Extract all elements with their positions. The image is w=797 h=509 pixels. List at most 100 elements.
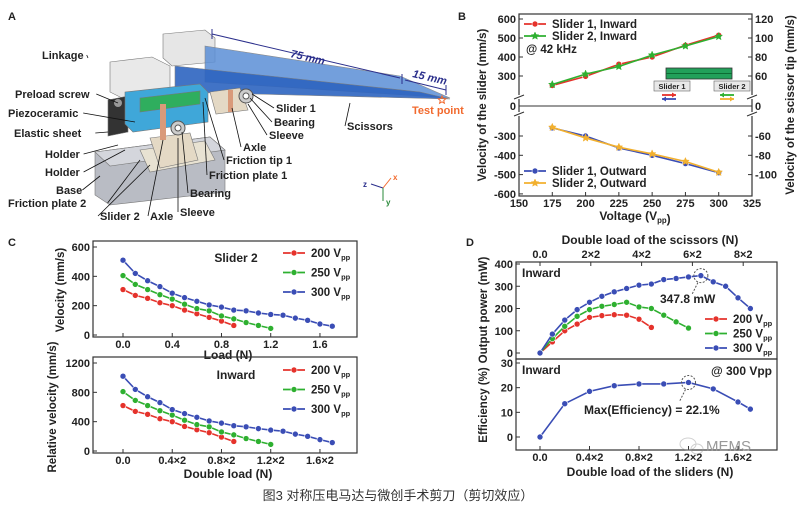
arrow-right-head [730, 96, 734, 102]
y2-tick-label: 0 [755, 101, 761, 113]
data-point [218, 303, 225, 311]
data-point [267, 441, 275, 448]
data-point [734, 294, 742, 302]
slider-2-box [713, 80, 751, 92]
data-point [144, 277, 151, 285]
data-point [181, 416, 188, 424]
leader-line [97, 164, 151, 217]
data-point [722, 282, 729, 290]
data-point [712, 344, 720, 352]
leader-line [107, 159, 141, 204]
data-point [561, 400, 569, 408]
data-point [132, 408, 139, 415]
data-point [316, 436, 324, 443]
y-tick-label: 0 [510, 101, 516, 113]
wechat-icon [679, 437, 697, 451]
panel-d-efficiency-chart [515, 358, 778, 451]
x2-axis-title: Double load of the scissors (N) [562, 233, 739, 247]
leader-line [251, 93, 275, 109]
axle-2 [160, 104, 166, 140]
data-point [193, 305, 201, 312]
data-point [660, 311, 668, 319]
data-point [747, 305, 754, 312]
data-point [573, 320, 581, 328]
part-label-friction-tip-1: Friction tip 1 [226, 155, 292, 167]
data-point [680, 156, 690, 166]
x-axis-title: Load (N) [204, 348, 253, 362]
data-point [279, 427, 287, 435]
data-point [156, 407, 164, 414]
data-point [242, 307, 250, 315]
data-point [623, 311, 630, 319]
arrow-left-head [662, 96, 666, 102]
y-tick-label: 0 [507, 432, 513, 444]
data-point [119, 272, 127, 279]
data-point [168, 295, 176, 303]
data-point [132, 292, 139, 299]
data-point [205, 423, 213, 431]
data-point [144, 393, 151, 401]
data-point [267, 325, 275, 332]
data-point [316, 320, 324, 328]
data-point [255, 322, 262, 329]
leader-line [344, 102, 351, 127]
data-point [119, 256, 127, 264]
peak-pointer [691, 282, 699, 295]
part-label-base: Base [56, 185, 82, 197]
leader-line [231, 107, 242, 148]
data-point [610, 288, 618, 296]
leader-line [249, 97, 273, 123]
data-point [144, 286, 151, 293]
y-axis-title: Velocity (mm/s) [55, 248, 67, 333]
data-point [181, 294, 188, 301]
plot-frame [92, 356, 358, 454]
x-tick-label: 275 [676, 198, 694, 210]
data-point [193, 297, 201, 305]
data-point [598, 302, 606, 310]
leader-line [96, 93, 119, 104]
series-200-vpp [119, 286, 238, 329]
leader-line [202, 101, 208, 176]
data-point [255, 309, 262, 317]
x-tick-label: 175 [543, 198, 561, 210]
data-point [205, 314, 213, 321]
data-point [119, 372, 127, 380]
data-point [531, 167, 539, 175]
part-label-slider-2: Slider 2 [100, 211, 140, 223]
plot-frame [515, 358, 778, 451]
series-line-200-vpp [539, 313, 652, 354]
part-label-holder: Holder [45, 167, 81, 179]
data-point [267, 426, 275, 434]
part-label-bearing: Bearing [190, 188, 231, 200]
data-point [598, 312, 606, 319]
y-axis-title: Velocity of the slider (mm/s) [477, 28, 489, 181]
inset-label: Slider 1 [658, 82, 685, 91]
data-point [290, 249, 298, 257]
figure-caption: 图3 对称压电马达与微创手术剪刀（剪切效应） [263, 488, 534, 503]
data-point [156, 399, 164, 406]
series-line-200-vpp [122, 404, 235, 443]
x-axis-title: Double load (N) [184, 467, 273, 481]
peak-highlight-circle [693, 268, 709, 284]
y2-tick-label: 60 [755, 71, 767, 83]
y-tick-label: 0 [84, 330, 90, 342]
y-tick-label: 400 [498, 52, 516, 64]
y-tick-label: 0 [507, 348, 513, 360]
data-point [230, 431, 238, 439]
x-tick-label: 0.4 [165, 339, 181, 351]
y-tick-label: 20 [501, 383, 513, 395]
axis-break-mark [746, 111, 758, 117]
data-point [156, 299, 164, 307]
part-label-linkage: Linkage [42, 50, 84, 62]
data-point [672, 318, 680, 326]
data-point [144, 411, 151, 418]
data-point [230, 438, 238, 445]
data-point [573, 306, 581, 313]
leader-line [147, 139, 164, 217]
data-point [230, 306, 238, 314]
y-axis-title: Efficiency (%) [478, 367, 490, 443]
data-point [660, 380, 668, 388]
data-point [218, 428, 225, 436]
data-point [685, 273, 692, 281]
y-tick-label: 0 [84, 446, 90, 458]
